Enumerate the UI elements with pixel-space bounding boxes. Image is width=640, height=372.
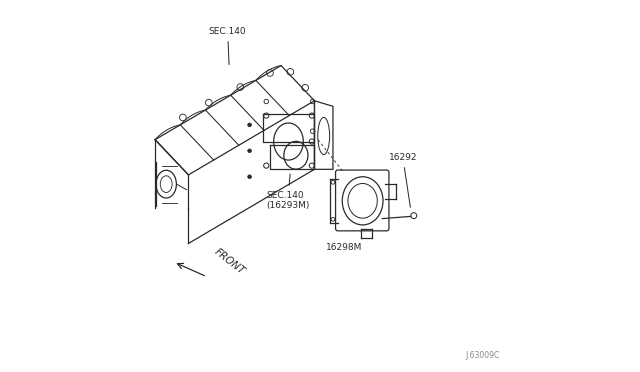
Text: 16298M: 16298M (326, 243, 362, 253)
Circle shape (248, 175, 252, 179)
Text: 16292: 16292 (388, 153, 417, 207)
Text: SEC.140
(16293M): SEC.140 (16293M) (266, 174, 310, 210)
Text: SEC.140: SEC.140 (209, 27, 246, 65)
Circle shape (248, 123, 252, 127)
Text: J.63009C: J.63009C (465, 351, 500, 360)
Circle shape (248, 149, 252, 153)
Text: FRONT: FRONT (212, 246, 246, 276)
